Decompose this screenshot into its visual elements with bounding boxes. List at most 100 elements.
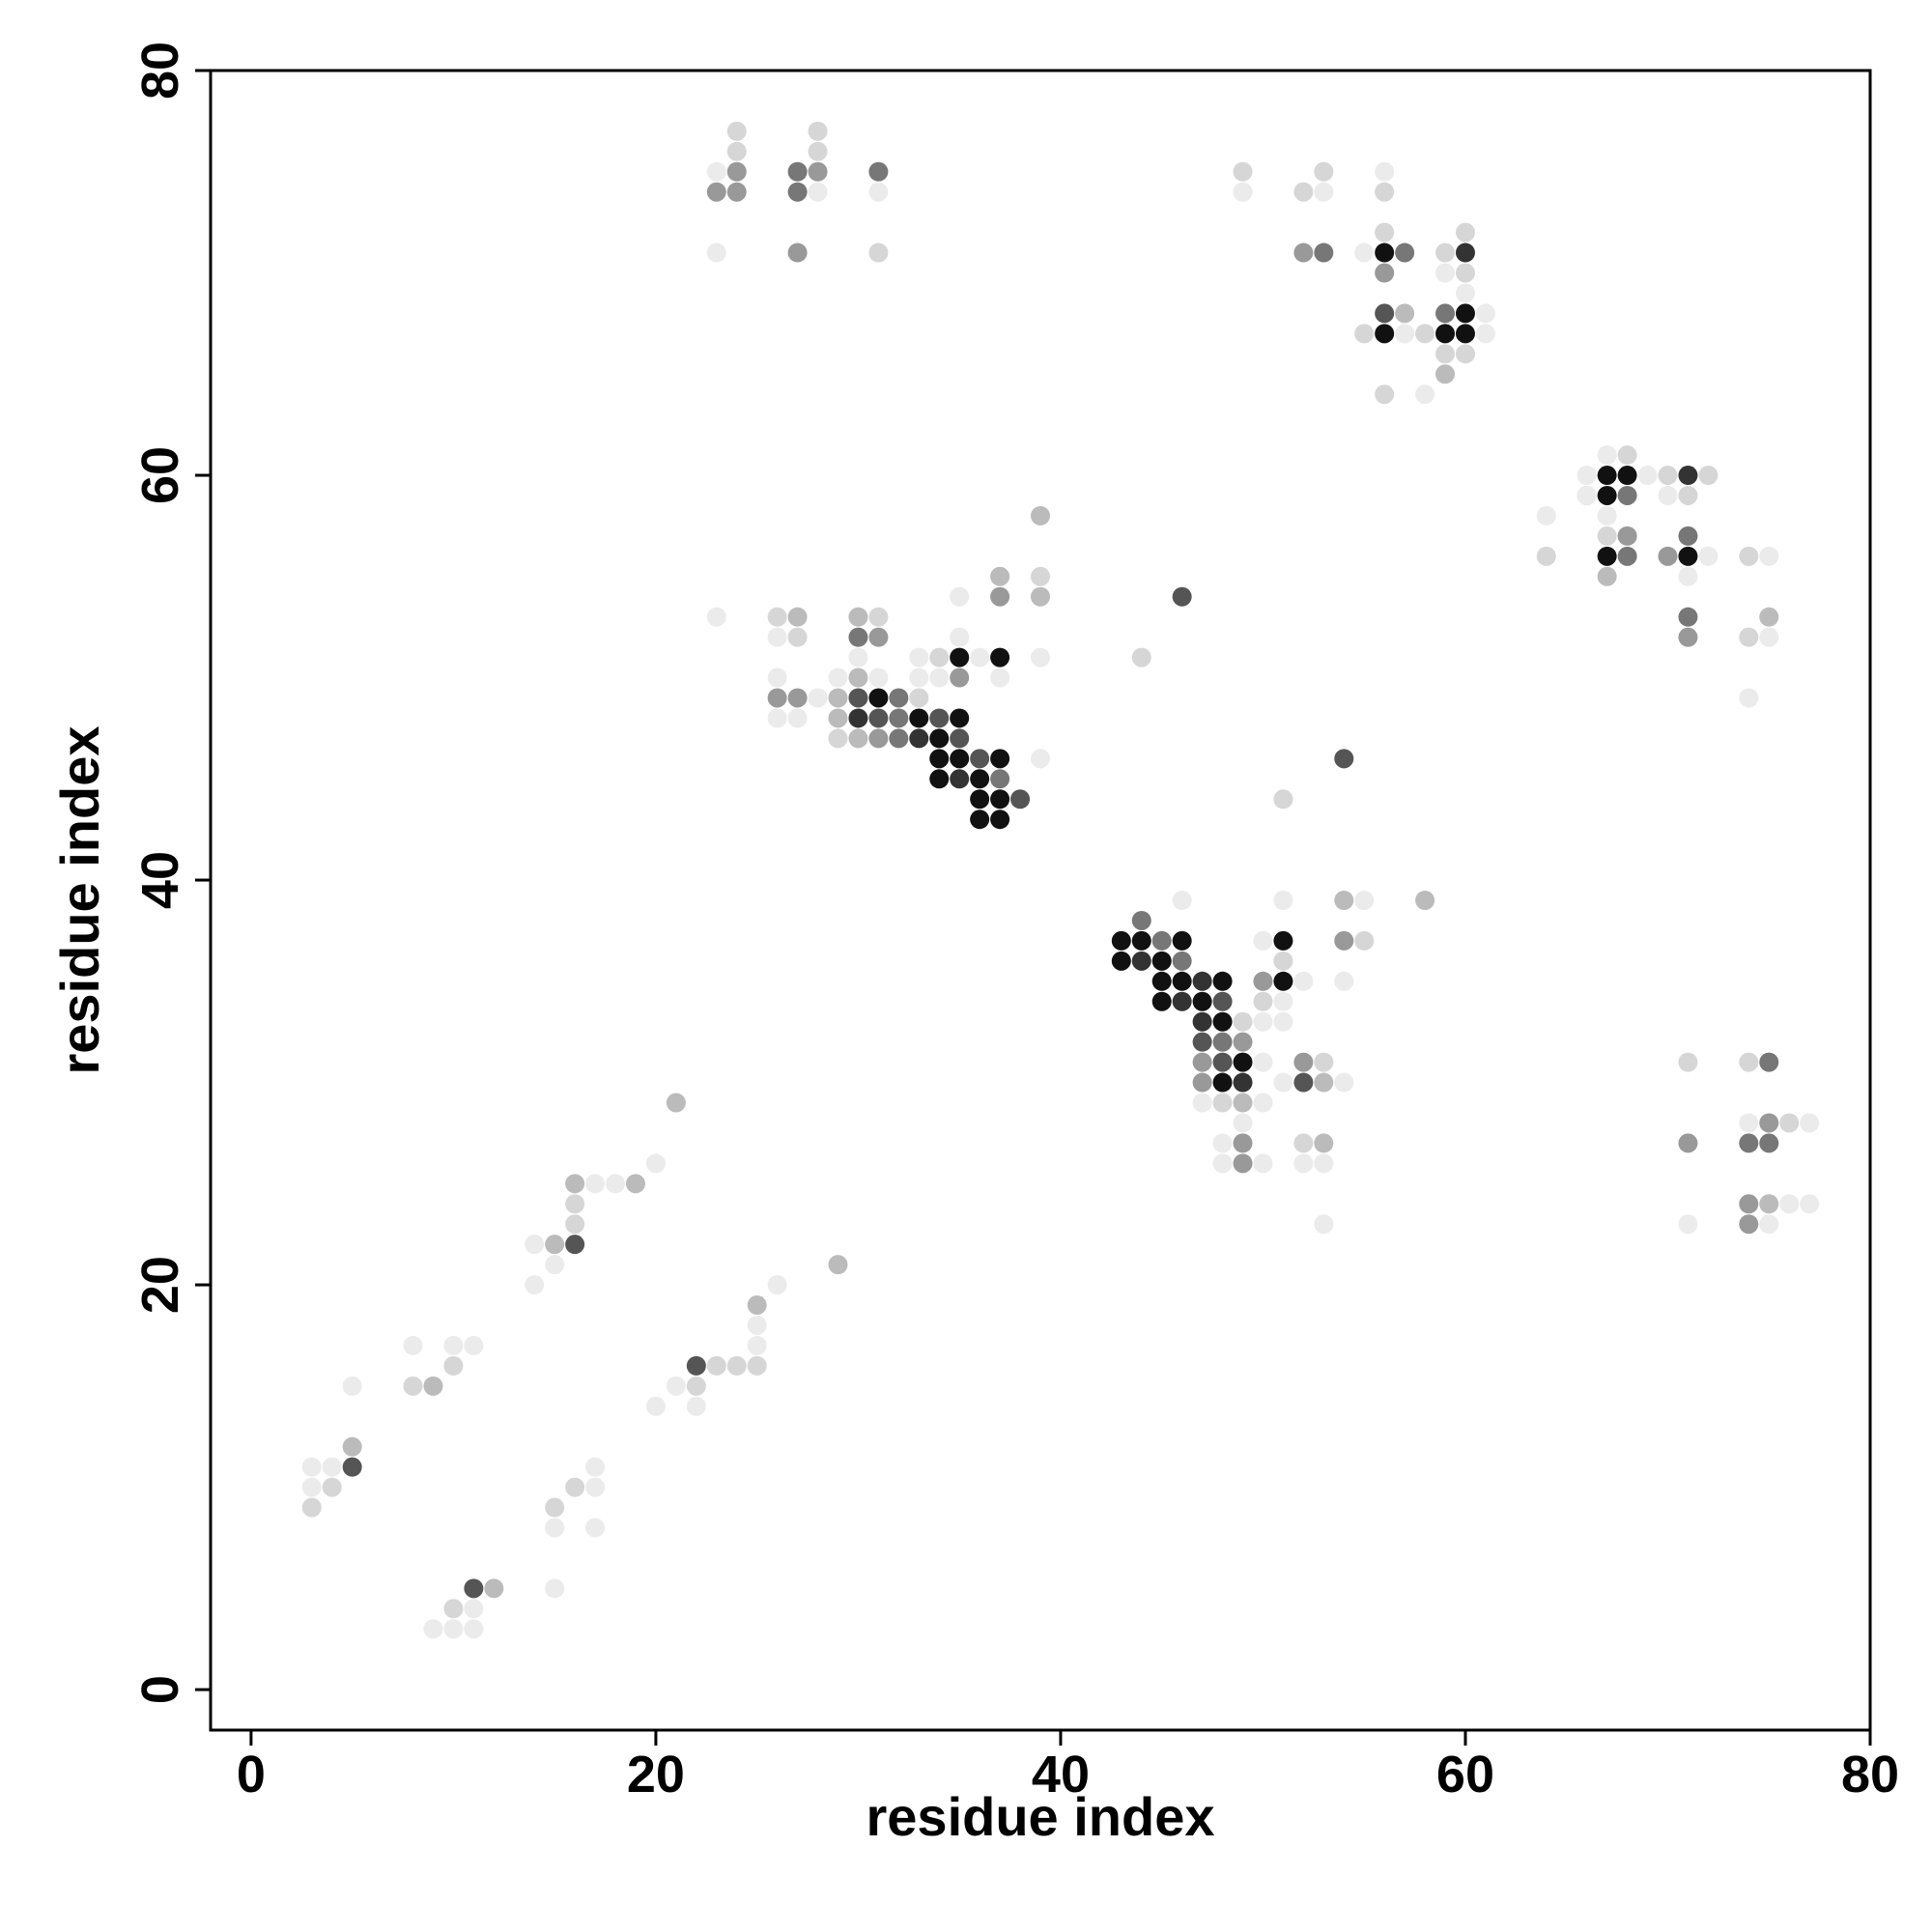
contact-point: [525, 1235, 545, 1255]
contact-point: [1678, 1052, 1698, 1072]
contact-point: [1658, 546, 1678, 566]
contact-point: [1192, 1052, 1212, 1072]
contact-point: [909, 688, 929, 708]
contact-point: [1435, 364, 1456, 384]
contact-point: [1314, 1133, 1334, 1153]
contact-point: [1455, 222, 1475, 242]
contact-point: [706, 607, 726, 627]
contact-point: [545, 1255, 565, 1275]
contact-point: [645, 1396, 666, 1416]
contact-point: [1759, 546, 1779, 566]
contact-point: [950, 586, 970, 607]
contact-point: [1151, 971, 1172, 991]
contact-point: [848, 668, 868, 688]
contact-point: [1253, 930, 1273, 951]
contact-point: [443, 1619, 464, 1639]
contact-point: [1212, 991, 1233, 1011]
contact-point: [1536, 505, 1556, 526]
contact-point: [868, 182, 889, 202]
contact-point: [1334, 749, 1354, 769]
contact-point: [990, 749, 1010, 769]
contact-point: [767, 668, 787, 688]
contact-point: [1212, 1133, 1233, 1153]
contact-point: [808, 161, 828, 182]
contact-point: [342, 1457, 362, 1477]
contact-point: [970, 647, 990, 668]
contact-point: [1233, 161, 1253, 182]
contact-point: [1597, 505, 1617, 526]
contact-point: [990, 586, 1010, 607]
contact-point: [565, 1214, 585, 1235]
contact-point: [423, 1619, 443, 1639]
contact-point: [848, 627, 868, 647]
contact-point: [1131, 910, 1151, 930]
contact-point: [1253, 971, 1273, 991]
contact-point: [1031, 505, 1050, 526]
contact-point: [1739, 1214, 1759, 1235]
x-tick-label: 80: [1841, 1746, 1899, 1804]
contact-point: [1253, 1052, 1273, 1072]
contact-point: [1375, 161, 1395, 182]
contact-point: [1314, 242, 1334, 263]
contact-point: [1435, 242, 1456, 263]
contact-point: [828, 668, 848, 688]
contact-point: [1415, 324, 1435, 344]
contact-point: [1293, 242, 1314, 263]
x-tick-label: 20: [627, 1746, 685, 1804]
contact-point: [1375, 242, 1395, 263]
contact-point: [1577, 466, 1597, 486]
contact-point: [606, 1174, 626, 1194]
contact-point: [1192, 971, 1212, 991]
contact-point: [301, 1457, 322, 1477]
contact-point: [1192, 1011, 1212, 1032]
contact-point: [950, 627, 970, 647]
contact-point: [1314, 1052, 1334, 1072]
contact-point: [1273, 891, 1293, 910]
contact-point: [443, 1599, 464, 1619]
contact-point: [868, 627, 889, 647]
contact-point: [1151, 930, 1172, 951]
contact-point: [808, 121, 828, 141]
contact-point: [808, 688, 828, 708]
contact-point: [1131, 647, 1151, 668]
contact-point: [1435, 263, 1456, 283]
contact-point: [950, 668, 970, 688]
contact-point: [1455, 283, 1475, 303]
contact-point: [1617, 526, 1637, 546]
contact-point: [1314, 161, 1334, 182]
contact-point: [585, 1174, 606, 1194]
contact-point: [1739, 1113, 1759, 1133]
contact-point: [1698, 466, 1719, 486]
contact-point: [1597, 566, 1617, 586]
contact-point: [322, 1477, 342, 1497]
contact-point: [909, 647, 929, 668]
contact-point: [1233, 1072, 1253, 1093]
contact-point: [1678, 627, 1698, 647]
contact-point: [1354, 891, 1375, 910]
contact-point: [767, 688, 787, 708]
contact-point: [625, 1174, 645, 1194]
contact-point: [1658, 466, 1678, 486]
contact-point: [808, 141, 828, 161]
contact-point: [1475, 324, 1495, 344]
contact-point: [686, 1396, 706, 1416]
contact-point: [1314, 1214, 1334, 1235]
contact-point: [666, 1093, 686, 1113]
contact-point: [1415, 891, 1435, 910]
contact-point: [929, 708, 950, 728]
contact-point: [1314, 1072, 1334, 1093]
contact-point: [990, 668, 1010, 688]
contact-point: [1172, 891, 1192, 910]
contact-point: [1273, 789, 1293, 810]
contact-point: [1739, 546, 1759, 566]
contact-point: [1455, 324, 1475, 344]
contact-point: [970, 810, 990, 830]
contact-point: [1455, 242, 1475, 263]
contact-point: [1253, 1011, 1273, 1032]
contact-point: [585, 1477, 606, 1497]
contact-point: [1273, 951, 1293, 971]
contact-point: [565, 1477, 585, 1497]
contact-point: [1212, 1032, 1233, 1052]
contact-point: [1395, 242, 1415, 263]
contact-point: [1172, 951, 1192, 971]
